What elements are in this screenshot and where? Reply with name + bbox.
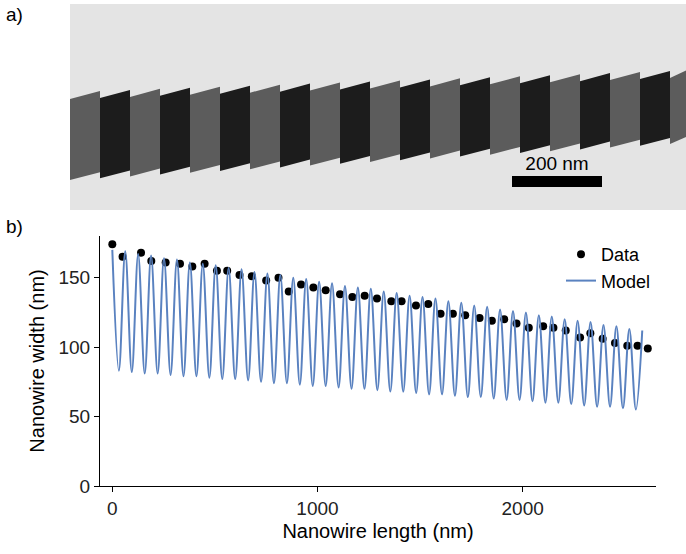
svg-text:Nanowire width (nm): Nanowire width (nm) (26, 269, 48, 452)
svg-text:Nanowire length (nm): Nanowire length (nm) (282, 520, 473, 542)
svg-text:150: 150 (58, 267, 90, 288)
svg-text:100: 100 (58, 337, 90, 358)
svg-text:0: 0 (107, 498, 118, 519)
svg-text:0: 0 (80, 476, 91, 497)
svg-text:2000: 2000 (501, 498, 543, 519)
html-text:b): b) (6, 216, 23, 237)
svg-text:Data: Data (601, 245, 640, 265)
html-text:a): a) (6, 4, 23, 25)
svg-text:50: 50 (69, 406, 90, 427)
svg-text:Model: Model (601, 272, 650, 292)
svg-text:200 nm: 200 nm (525, 153, 588, 174)
svg-text:1000: 1000 (296, 498, 338, 519)
